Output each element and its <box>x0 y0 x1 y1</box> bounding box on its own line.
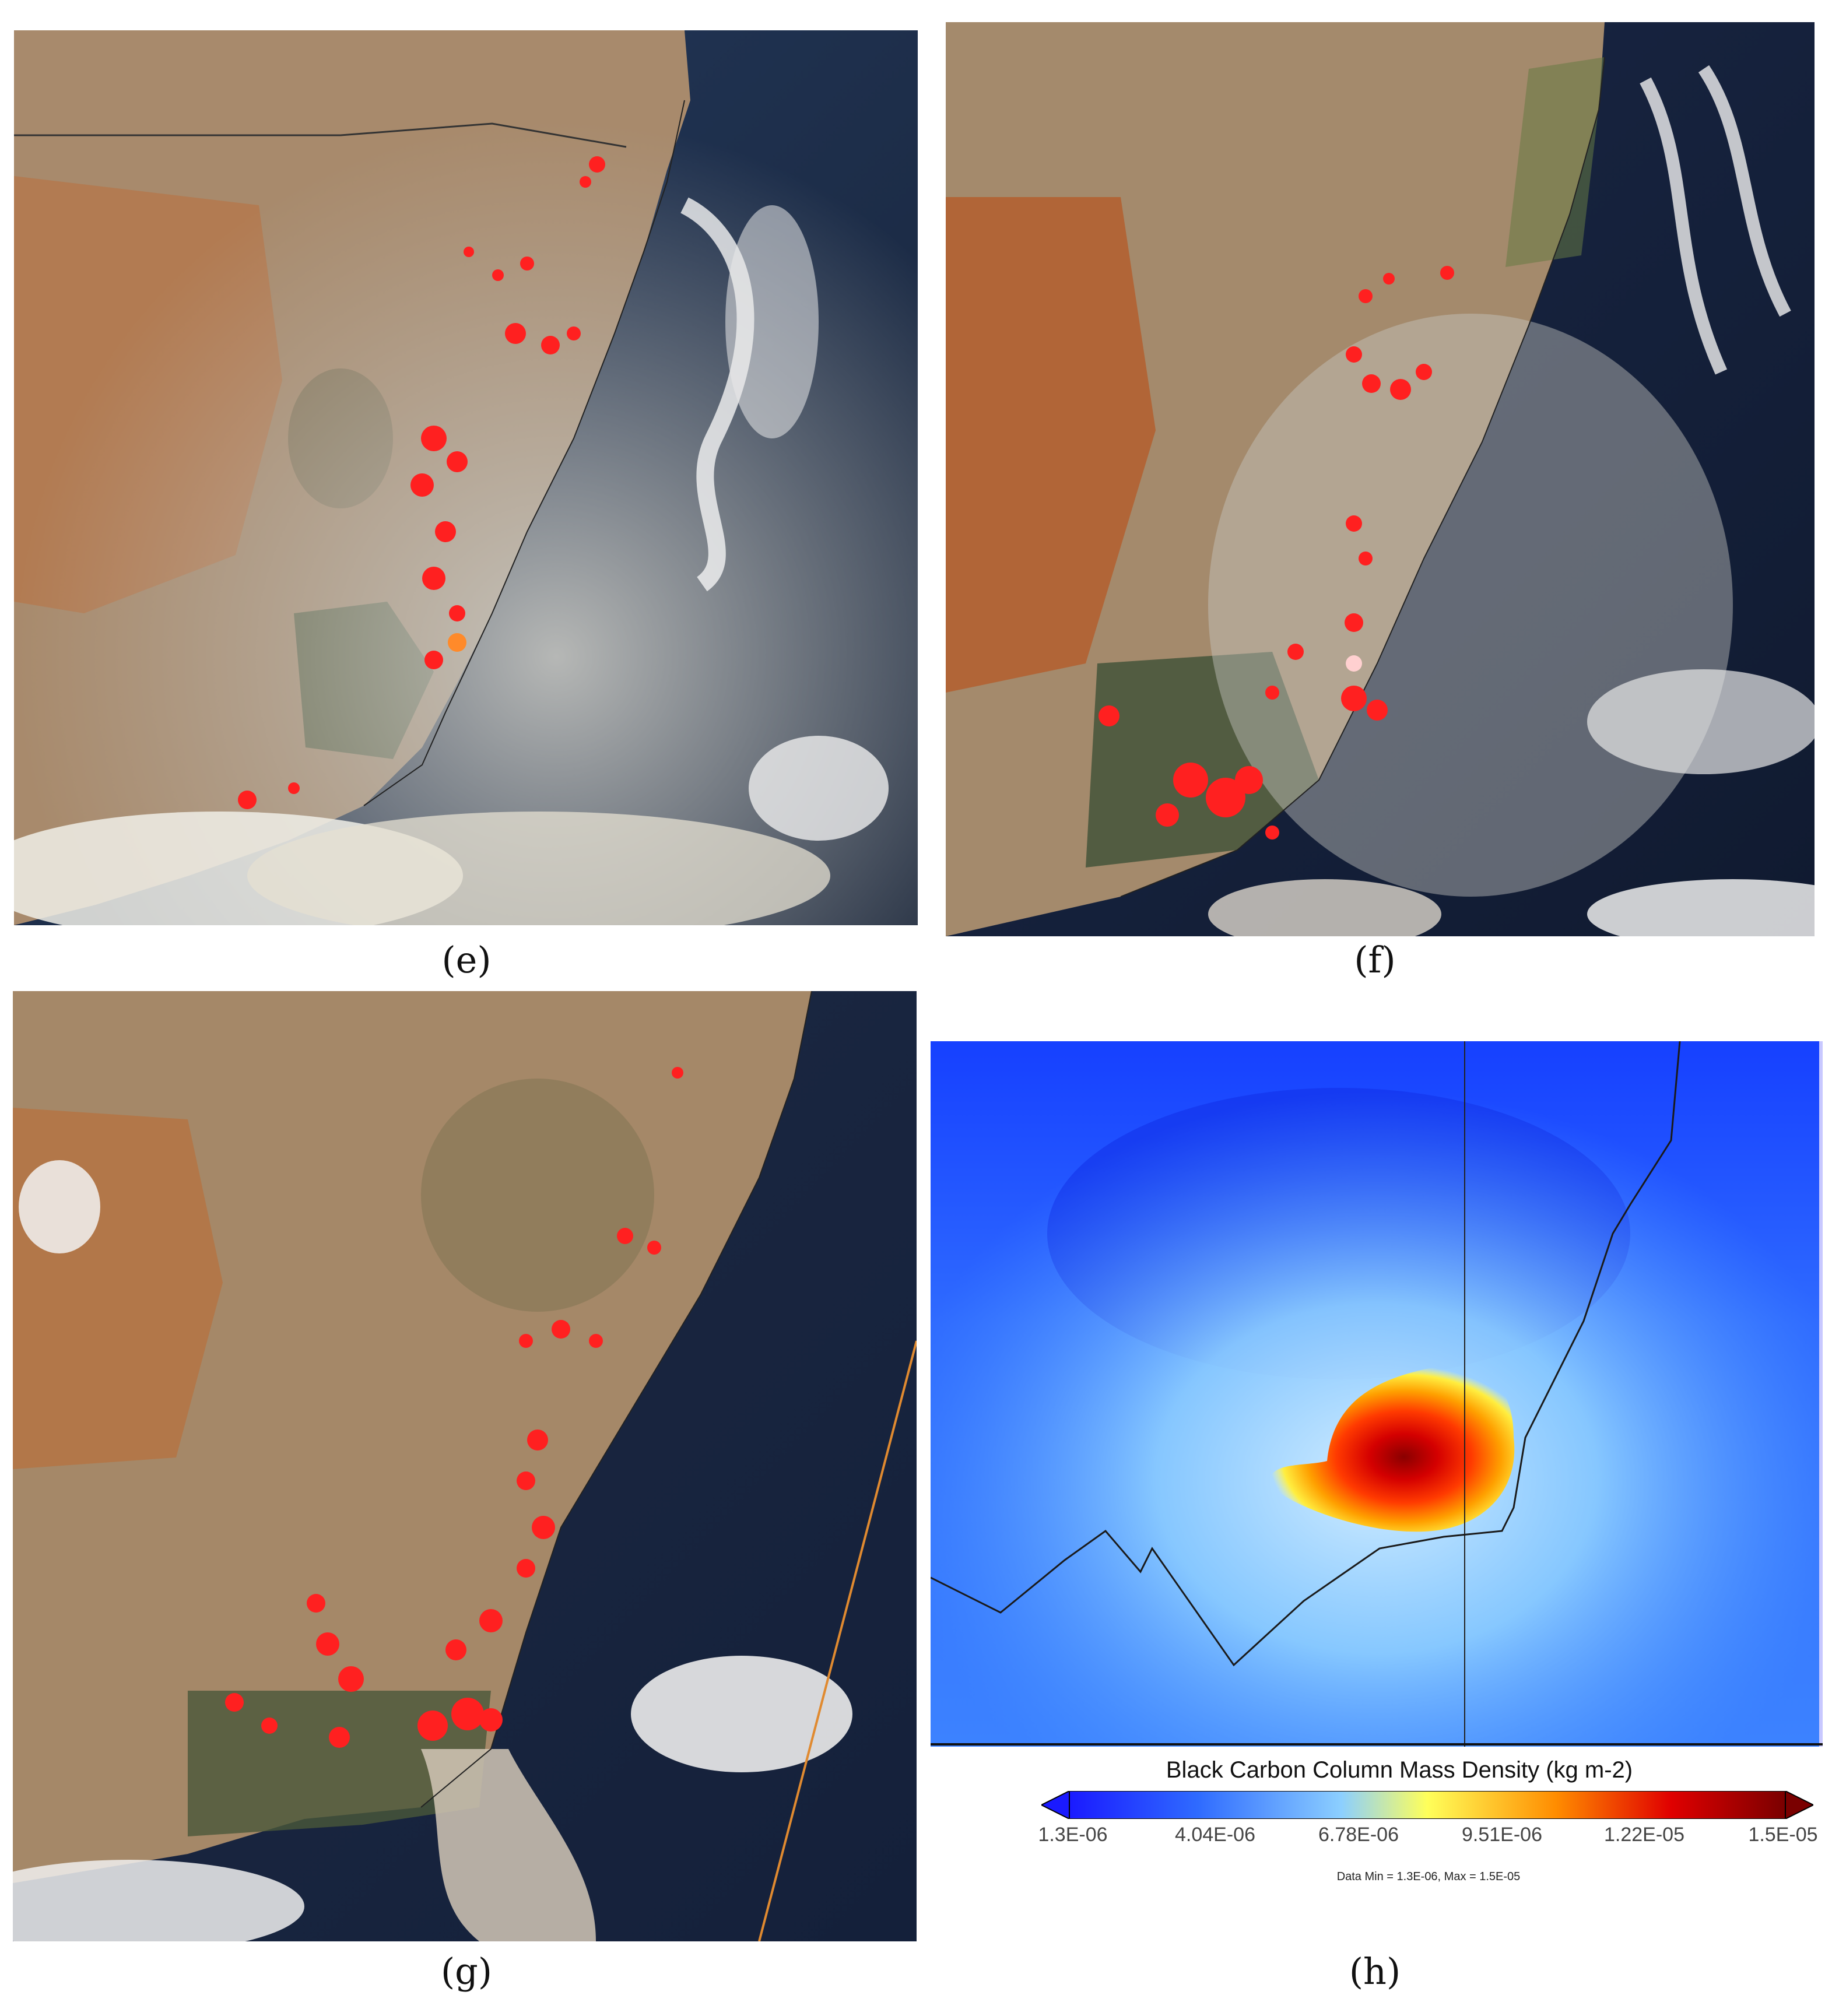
east-forest <box>1505 57 1605 267</box>
colorbar-gradient <box>1069 1790 1786 1820</box>
satellite-track <box>758 1340 917 1941</box>
colorbar-max-arrow <box>1785 1790 1815 1820</box>
land <box>13 991 812 1883</box>
satellite-image-e <box>14 30 918 925</box>
caption-e: (e) <box>441 939 492 981</box>
colorbar-tick: 6.78E-06 <box>1318 1824 1399 1846</box>
colorbar-scale <box>1040 1790 1815 1820</box>
colorbar-tick: 1.3E-06 <box>1038 1824 1108 1846</box>
forest-areas <box>1086 652 1319 867</box>
colorbar-min-max-note: Data Min = 1.3E-06, Max = 1.5E-05 <box>1336 1870 1521 1883</box>
fire-hotspots <box>225 1067 683 1748</box>
coastline <box>1120 57 1605 897</box>
satellite-image-f <box>946 22 1815 936</box>
cloud-band <box>680 197 754 592</box>
colorbar <box>1040 1790 1815 1820</box>
map-bottom-rule <box>931 1743 1823 1745</box>
colorbar-tick: 1.5E-05 <box>1748 1824 1818 1846</box>
colorbar-tick: 4.04E-06 <box>1175 1824 1255 1846</box>
arid-west <box>946 197 1156 693</box>
orange-hotspot <box>448 633 466 652</box>
cloud-streaks <box>1640 65 1791 375</box>
satellite-panel-g <box>13 991 917 1941</box>
black-carbon-heatmap <box>931 1041 1823 1747</box>
caption-g: (g) <box>440 1950 493 1993</box>
colorbar-tick: 9.51E-06 <box>1462 1824 1542 1846</box>
satellite-image-g <box>13 991 917 1941</box>
colorbar-title: Black Carbon Column Mass Density (kg m-2… <box>1166 1757 1633 1783</box>
fire-hotspots <box>238 156 605 809</box>
black-carbon-plume <box>1269 1365 1515 1532</box>
smoke-plume <box>421 1749 596 1941</box>
black-carbon-map <box>931 1041 1823 1747</box>
caption-h: (h) <box>1349 1950 1401 1993</box>
caption-f: (f) <box>1354 939 1396 981</box>
coastline <box>931 1041 1681 1667</box>
coastline <box>363 100 685 806</box>
colorbar-tick: 1.22E-05 <box>1604 1824 1684 1846</box>
coastline <box>420 991 812 1808</box>
colorbar-min-arrow <box>1040 1790 1070 1820</box>
satellite-panel-e <box>14 30 918 925</box>
state-border <box>14 122 627 148</box>
fire-hotspots <box>1099 266 1454 840</box>
satellite-panel-f <box>946 22 1815 936</box>
